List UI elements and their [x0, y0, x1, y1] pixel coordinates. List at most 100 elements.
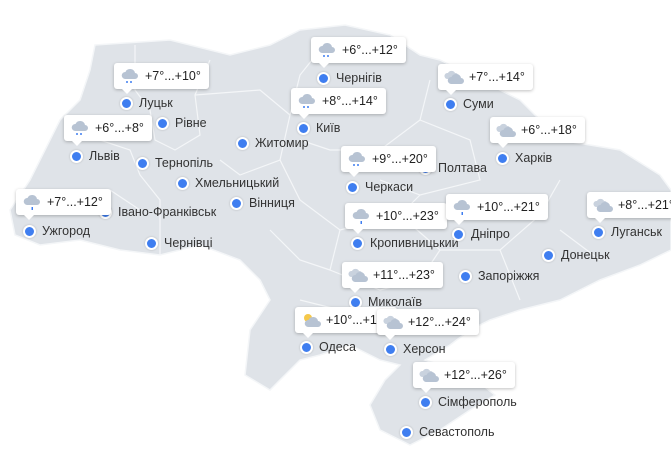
city-dot[interactable]	[542, 248, 555, 262]
forecast-card[interactable]: +8°...+14°	[291, 88, 386, 119]
city-marker[interactable]: Черкаси	[346, 180, 413, 194]
city-name: Чернівці	[164, 236, 213, 250]
city-dot[interactable]	[136, 156, 149, 170]
temperature-range: +7°...+12°	[47, 195, 103, 209]
city-marker[interactable]: Київ	[297, 121, 340, 135]
temperature-range: +10°...+21°	[477, 200, 540, 214]
city-marker[interactable]: Донецьк	[542, 248, 610, 262]
temperature-range: +11°...+23°	[373, 268, 435, 282]
forecast-card[interactable]: +12°...+26°	[413, 362, 515, 393]
cloud-drizzle-icon	[453, 199, 470, 215]
temperature-range: +6°...+18°	[521, 123, 577, 137]
city-dot[interactable]	[300, 340, 313, 354]
city-marker[interactable]: Чернівці	[145, 236, 213, 250]
city-marker[interactable]: Дніпро	[452, 227, 510, 241]
city-name: Тернопіль	[155, 156, 214, 170]
city-marker[interactable]: Тернопіль	[136, 156, 213, 170]
city-marker[interactable]: Одеса	[300, 340, 356, 354]
city-name: Запоріжжя	[478, 269, 540, 283]
cloud-icon	[348, 268, 368, 282]
city-name: Київ	[316, 121, 341, 135]
city-name: Миколаїв	[368, 295, 423, 309]
city-dot[interactable]	[317, 71, 330, 85]
city-name: Кропивницький	[370, 236, 459, 250]
city-dot[interactable]	[444, 97, 457, 111]
city-dot[interactable]	[120, 96, 133, 110]
city-name: Луцьк	[139, 96, 173, 110]
city-dot[interactable]	[384, 342, 397, 356]
cloud-drizzle-icon	[23, 194, 40, 210]
city-dot[interactable]	[230, 196, 243, 210]
cloud-rain-icon	[348, 151, 365, 166]
forecast-card[interactable]: +7°...+10°	[114, 63, 209, 94]
temperature-range: +9°...+20°	[372, 152, 428, 166]
forecast-card[interactable]: +7°...+12°	[16, 189, 111, 220]
city-dot[interactable]	[459, 269, 472, 283]
temperature-range: +12°...+26°	[444, 368, 507, 382]
forecast-card[interactable]: +10°...+23°	[345, 203, 447, 234]
city-marker[interactable]: Житомир	[236, 136, 309, 150]
city-dot[interactable]	[419, 395, 432, 409]
cloud-icon	[593, 198, 613, 212]
city-marker[interactable]: Сімферополь	[419, 395, 517, 409]
city-dot[interactable]	[236, 136, 249, 150]
city-marker[interactable]: Луганськ	[592, 225, 662, 239]
city-dot[interactable]	[400, 425, 413, 439]
city-dot[interactable]	[176, 176, 189, 190]
forecast-card[interactable]: +7°...+14°	[438, 64, 533, 95]
city-marker[interactable]: Запоріжжя	[459, 269, 539, 283]
forecast-card[interactable]: +11°...+23°	[342, 262, 443, 293]
city-dot[interactable]	[297, 121, 310, 135]
temperature-range: +6°...+12°	[342, 43, 398, 57]
city-marker[interactable]: Рівне	[156, 116, 207, 130]
city-marker[interactable]: Харків	[496, 151, 552, 165]
cloud-rain-icon	[121, 68, 138, 83]
city-marker[interactable]: Луцьк	[120, 96, 173, 110]
city-name: Хмельницький	[195, 176, 280, 190]
city-marker[interactable]: Вінниця	[230, 196, 295, 210]
temperature-range: +7°...+14°	[469, 70, 525, 84]
city-dot[interactable]	[145, 236, 158, 250]
city-marker[interactable]: Хмельницький	[176, 176, 279, 190]
cloud-rain-icon	[318, 42, 335, 57]
temperature-range: +8°...+14°	[322, 94, 378, 108]
city-dot[interactable]	[592, 225, 605, 239]
city-dot[interactable]	[452, 227, 465, 241]
city-marker[interactable]: Львів	[70, 149, 120, 163]
city-dot[interactable]	[496, 151, 509, 165]
cloud-icon	[419, 368, 439, 382]
city-name: Луганськ	[611, 225, 662, 239]
cloud-icon	[444, 70, 464, 84]
forecast-card[interactable]: +6°...+18°	[490, 117, 585, 148]
forecast-card[interactable]: +12°...+24°	[377, 309, 479, 340]
forecast-card[interactable]: +8°...+21°	[587, 192, 671, 223]
city-dot[interactable]	[70, 149, 83, 163]
city-marker[interactable]: Кропивницький	[351, 236, 459, 250]
city-dot[interactable]	[156, 116, 169, 130]
temperature-range: +6°...+8°	[95, 121, 144, 135]
city-dot[interactable]	[346, 180, 359, 194]
city-marker[interactable]: Чернігів	[317, 71, 382, 85]
forecast-card[interactable]: +9°...+20°	[341, 146, 436, 177]
city-name: Суми	[463, 97, 494, 111]
temperature-range: +8°...+21°	[618, 198, 671, 212]
city-dot[interactable]	[351, 236, 364, 250]
city-name: Івано-Франківськ	[118, 205, 217, 219]
forecast-card[interactable]: +10°...+21°	[446, 194, 548, 225]
city-marker[interactable]: Херсон	[384, 342, 446, 356]
city-marker[interactable]: Ужгород	[23, 224, 90, 238]
city-name: Донецьк	[561, 248, 610, 262]
city-dot[interactable]	[23, 224, 36, 238]
city-marker[interactable]: Суми	[444, 97, 494, 111]
city-marker[interactable]: Севастополь	[400, 425, 494, 439]
city-name: Полтава	[438, 161, 487, 175]
city-marker[interactable]: Івано-Франківськ	[99, 205, 216, 219]
city-name: Черкаси	[365, 180, 414, 194]
forecast-card[interactable]: +6°...+8°	[64, 115, 152, 146]
cloud-sun-icon	[304, 314, 321, 327]
cloud-icon	[383, 315, 403, 329]
city-name: Дніпро	[471, 227, 510, 241]
city-name: Ужгород	[42, 224, 91, 238]
forecast-card[interactable]: +6°...+12°	[311, 37, 406, 68]
